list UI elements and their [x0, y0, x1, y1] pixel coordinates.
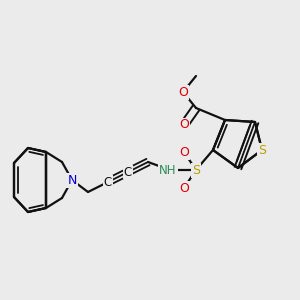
Text: O: O — [179, 146, 189, 158]
Text: C: C — [124, 166, 132, 178]
Text: O: O — [179, 182, 189, 194]
Text: O: O — [178, 85, 188, 98]
Text: N: N — [67, 173, 77, 187]
Text: S: S — [258, 143, 266, 157]
Text: S: S — [192, 164, 200, 176]
Text: NH: NH — [159, 164, 177, 176]
Text: O: O — [179, 118, 189, 131]
Text: C: C — [104, 176, 112, 188]
